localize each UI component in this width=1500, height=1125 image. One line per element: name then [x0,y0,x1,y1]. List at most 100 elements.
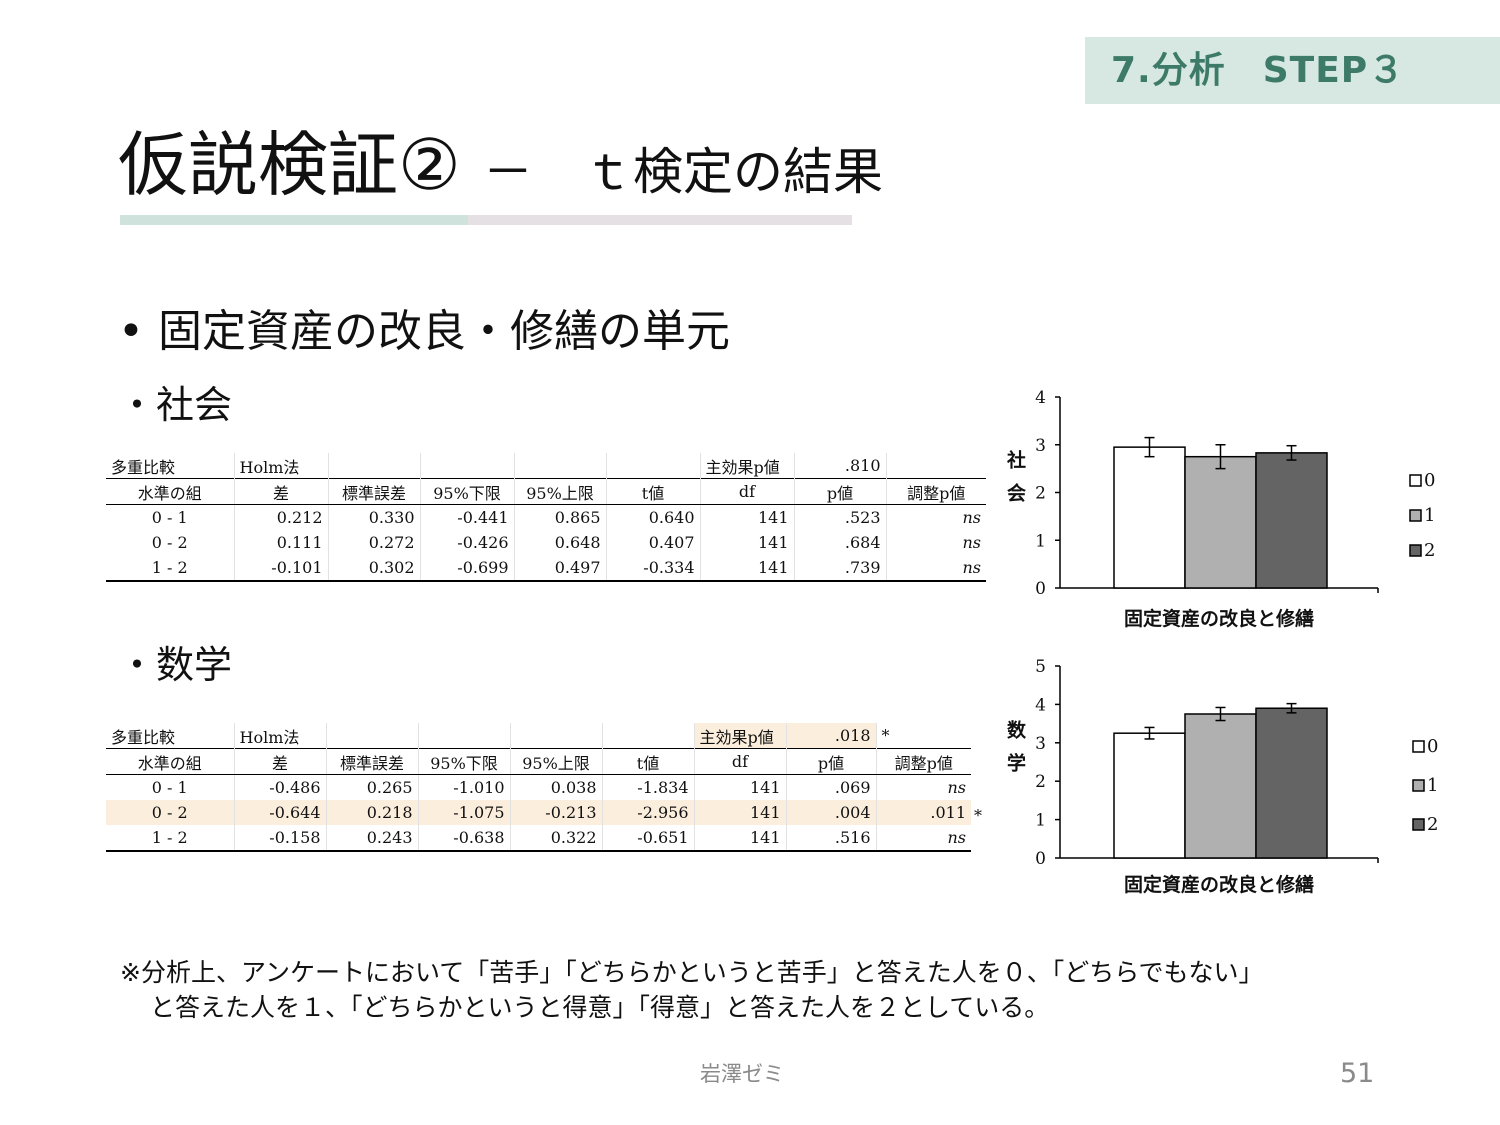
cell: 0.865 [514,504,607,530]
cell [602,723,695,749]
cell: ns [962,508,981,527]
y-tick-label: 1 [1035,811,1046,831]
cell: -0.426 [420,530,515,555]
title-sub: － ｔ検定の結果 [483,143,884,201]
cell: -0.441 [420,504,515,530]
footnote: ※分析上、アンケートにおいて「苦手」「どちらかというと苦手」と答えた人を０、「ど… [120,955,1263,1025]
cell: 0 - 1 [106,774,235,800]
bar [1184,713,1257,859]
cell: 0.322 [510,825,603,852]
cell: -0.651 [602,825,695,852]
cell [326,723,419,749]
legend-swatch [1412,740,1425,753]
bullet-text: 固定資産の改良・修繕の単元 [157,306,730,357]
main-effect-value: .018 [786,723,877,749]
y-tick-label: 3 [1035,734,1046,754]
column-header: 標準誤差 [326,748,419,775]
cell: ns [962,533,981,552]
column-header: 標準誤差 [328,478,421,505]
cell [514,453,607,479]
adjusted-p-cell: .011 [876,800,971,825]
title-underline-accent [120,215,468,225]
chart-ylabel-text: 数学 [1004,720,1026,786]
column-header: t値 [606,478,701,505]
cell: 0.038 [510,774,603,800]
cell: Holm法 [234,453,329,479]
column-header: 調整p値 [876,748,971,775]
legend-swatch [1409,474,1422,487]
cell: ns [886,555,986,582]
table-row: 1 - 2 -0.158 0.243 -0.638 0.322 -0.651 1… [106,825,971,852]
table-top-row: 多重比較 Holm法 主効果p値 .810 [106,453,986,479]
cell: 0.265 [326,774,419,800]
table-social: 多重比較 Holm法 主効果p値 .810 水準の組 差 標準誤差 95%下限 … [106,453,986,582]
y-tick-label: 4 [1035,388,1046,408]
bullet-heading: • 固定資産の改良・修繕の単元 [118,306,730,357]
step-label: 7.分析 STEP３ [1085,37,1500,104]
cell: .739 [794,555,887,582]
cell [510,723,603,749]
section-label-math: ・数学 [118,643,233,687]
cell: -0.638 [418,825,511,852]
page-number: 51 [1340,1058,1375,1089]
x-axis-label: 固定資産の改良と修繕 [1124,607,1314,630]
x-axis-label: 固定資産の改良と修繕 [1124,873,1314,896]
legend-label: 0 [1424,470,1435,491]
cell: 0.648 [514,530,607,555]
cell: 0.330 [328,504,421,530]
cell: 0.243 [326,825,419,852]
y-tick-label: 0 [1035,579,1046,599]
cell: 0 - 2 [106,800,235,825]
column-header: 95%上限 [510,748,603,775]
legend-label: 1 [1424,505,1435,526]
table-row: 0 - 2 0.111 0.272 -0.426 0.648 0.407 141… [106,530,986,555]
cell: -0.101 [234,555,329,582]
cell: 0.497 [514,555,607,582]
cell: 0.407 [606,530,701,555]
significance-star: * [881,726,890,745]
column-header: df [694,748,787,775]
table-row-highlighted: 0 - 2 -0.644 0.218 -1.075 -0.213 -2.956 … [106,800,971,825]
legend-swatch [1412,818,1425,831]
cell: -0.334 [606,555,701,582]
cell: -1.010 [418,774,511,800]
bar [1255,452,1328,589]
main-effect-label: 主効果p値 [700,453,795,479]
cell [420,453,515,479]
chart-social-ylabel: 社会 [994,450,1026,531]
cell: -0.699 [420,555,515,582]
cell: 141 [694,825,787,852]
cell: .516 [786,825,877,852]
cell: 0.272 [328,530,421,555]
column-header: 95%下限 [420,478,515,505]
cell: .004 [786,800,877,825]
cell: 141 [694,774,787,800]
y-tick-label: 2 [1035,772,1046,792]
y-tick-label: 2 [1035,484,1046,504]
chart-social: 0 1 2 3 4 0 1 2 固定資産の改良と修繕 [1035,388,1435,630]
cell: 0.302 [328,555,421,582]
table-row: 1 - 2 -0.101 0.302 -0.699 0.497 -0.334 1… [106,555,986,582]
footnote-line1: ※分析上、アンケートにおいて「苦手」「どちらかというと苦手」と答えた人を０、「ど… [120,958,1264,987]
y-tick-label: 4 [1035,695,1046,715]
table-header-row: 水準の組 差 標準誤差 95%下限 95%上限 t値 df p値 調整p値 [106,748,971,775]
cell: 0 - 1 [106,504,235,530]
cell: -2.956 [602,800,695,825]
cell: 141 [700,555,795,582]
column-header: df [700,478,795,505]
table-header-row: 水準の組 差 標準誤差 95%下限 95%上限 t値 df p値 調整p値 [106,478,986,505]
cell: 多重比較 [106,723,235,749]
cell: -0.486 [234,774,327,800]
main-effect-label: 主効果p値 [694,723,787,749]
column-header: 水準の組 [106,478,235,505]
bar [1113,446,1186,589]
legend-swatch [1412,779,1425,792]
bar [1255,707,1328,859]
y-tick-label: 5 [1035,657,1046,677]
column-header: 水準の組 [106,748,235,775]
main-effect-value: .810 [794,453,887,479]
legend-swatch [1409,509,1422,522]
cell: -1.075 [418,800,511,825]
column-header: p値 [786,748,877,775]
legend-label: 2 [1424,540,1435,561]
